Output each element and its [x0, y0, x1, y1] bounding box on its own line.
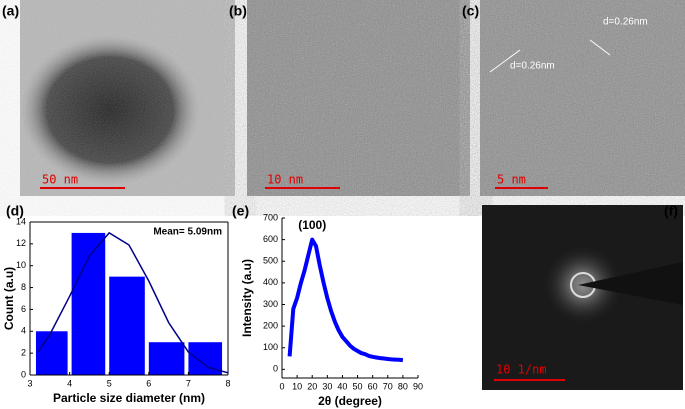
y-axis-label: Intensity (a.u) — [240, 259, 254, 337]
x-axis-label: Particle size diameter (nm) — [53, 391, 205, 405]
panel-label: (c) — [462, 3, 479, 19]
y-tick-label: 300 — [263, 299, 278, 309]
y-tick-label: 4 — [21, 326, 26, 336]
y-tick-label: 14 — [16, 216, 26, 226]
panel-label: (e) — [232, 203, 249, 219]
y-tick-label: 6 — [21, 304, 26, 314]
x-axis-label: 2θ (degree) — [318, 394, 382, 408]
x-tick-label: 0 — [279, 381, 284, 391]
fit-curve — [37, 231, 229, 374]
x-tick-label: 80 — [398, 381, 408, 391]
saed-image-f — [482, 205, 683, 390]
x-tick-label: 60 — [368, 381, 378, 391]
scale-bar-label: 50 nm — [42, 173, 78, 187]
y-tick-label: 10 — [16, 260, 26, 270]
annotation: Mean= 5.09nm — [153, 227, 222, 238]
x-tick-label: 50 — [353, 381, 363, 391]
panel-label: (b) — [229, 3, 247, 19]
y-tick-label: 2 — [21, 348, 26, 358]
annotation: (100) — [298, 218, 326, 232]
y-tick-label: 0 — [273, 364, 278, 374]
x-tick-label: 6 — [146, 378, 151, 388]
bar — [35, 331, 68, 375]
panel-label: (f) — [664, 203, 678, 219]
tem-image-b — [247, 0, 470, 196]
y-tick-label: 100 — [263, 342, 278, 352]
x-tick-label: 8 — [225, 378, 230, 388]
x-tick-label: 10 — [292, 381, 302, 391]
x-tick-label: 70 — [383, 381, 393, 391]
y-tick-label: 700 — [263, 212, 278, 222]
lattice-annotation: d=0.26nm — [603, 17, 648, 28]
bar — [71, 232, 106, 375]
y-tick-label: 0 — [21, 369, 26, 379]
panel-label: (a) — [2, 3, 19, 19]
x-tick-label: 3 — [27, 378, 32, 388]
scale-bar-label: 5 nm — [497, 173, 526, 187]
bar — [148, 342, 185, 375]
bar — [109, 276, 145, 375]
tem-image-a — [20, 0, 235, 196]
y-tick-label: 400 — [263, 277, 278, 287]
lattice-annotation: d=0.26nm — [510, 61, 555, 72]
x-tick-label: 7 — [186, 378, 191, 388]
tem-image-c — [480, 0, 685, 196]
x-tick-label: 40 — [337, 381, 347, 391]
y-tick-label: 12 — [16, 238, 26, 248]
panel-label: (d) — [6, 203, 24, 219]
y-axis-label: Count (a.u) — [2, 267, 16, 330]
x-tick-label: 20 — [307, 381, 317, 391]
line — [287, 237, 404, 363]
x-tick-label: 30 — [322, 381, 332, 391]
y-tick-label: 8 — [21, 282, 26, 292]
y-tick-label: 600 — [263, 234, 278, 244]
y-tick-label: 200 — [263, 320, 278, 330]
y-tick-label: 500 — [263, 256, 278, 266]
x-tick-label: 90 — [413, 381, 423, 391]
x-tick-label: 4 — [67, 378, 72, 388]
x-tick-label: 5 — [107, 378, 112, 388]
scale-bar-label: 10 1/nm — [496, 363, 547, 377]
scale-bar-label: 10 nm — [267, 173, 303, 187]
